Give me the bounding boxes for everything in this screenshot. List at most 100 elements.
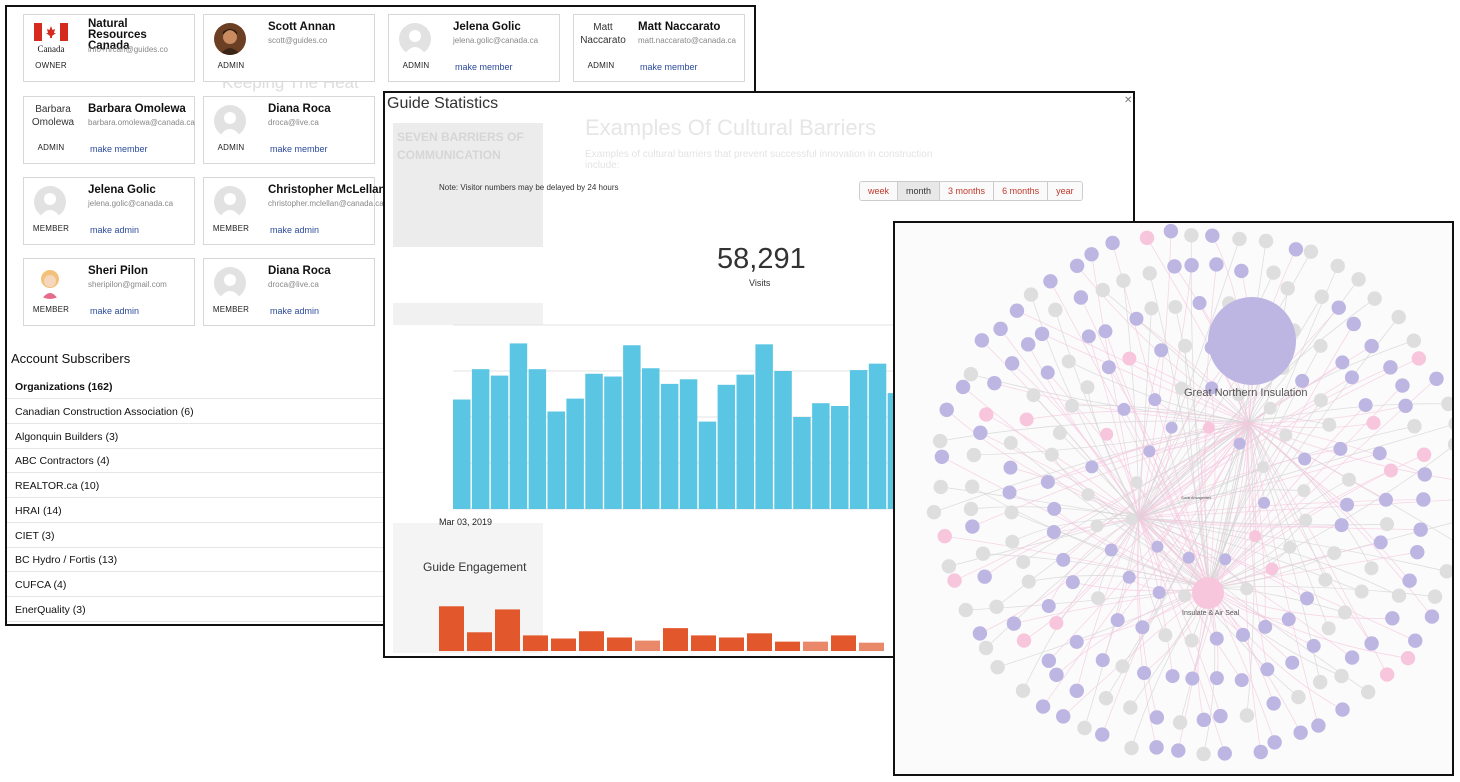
network-node[interactable]	[1257, 461, 1270, 474]
network-node[interactable]	[1312, 674, 1328, 690]
network-node[interactable]	[965, 519, 980, 534]
organization-row[interactable]: Algonquin Builders (3)	[7, 425, 387, 449]
visits-bar[interactable]	[660, 383, 679, 509]
network-node[interactable]	[1253, 744, 1268, 760]
network-node[interactable]	[1003, 460, 1018, 475]
network-node[interactable]	[926, 505, 942, 520]
network-node[interactable]	[1429, 371, 1444, 386]
network-node[interactable]	[1408, 633, 1423, 648]
visits-bar[interactable]	[868, 363, 887, 509]
network-node[interactable]	[1105, 235, 1120, 251]
network-node[interactable]	[1299, 513, 1313, 527]
network-node[interactable]	[1416, 492, 1431, 507]
network-node[interactable]	[1364, 561, 1379, 576]
network-node[interactable]	[1331, 300, 1346, 315]
network-node[interactable]	[1081, 487, 1095, 501]
network-node[interactable]	[1346, 316, 1361, 332]
network-node[interactable]	[1249, 530, 1262, 543]
network-node[interactable]	[1069, 634, 1084, 649]
visits-bar[interactable]	[755, 344, 773, 509]
network-node[interactable]	[1101, 360, 1116, 375]
network-node[interactable]	[1234, 673, 1249, 688]
network-node[interactable]	[1077, 720, 1092, 736]
network-node[interactable]	[1285, 655, 1300, 670]
network-node[interactable]	[1398, 398, 1413, 414]
network-node[interactable]	[1016, 633, 1032, 648]
network-node[interactable]	[1095, 727, 1110, 742]
network-node[interactable]	[1004, 505, 1019, 520]
network-node[interactable]	[1373, 535, 1388, 550]
network-node[interactable]	[1360, 684, 1376, 700]
network-node[interactable]	[990, 660, 1005, 675]
network-node[interactable]	[1209, 257, 1224, 272]
visits-bar[interactable]	[831, 405, 849, 509]
change-role-link[interactable]: make member	[270, 144, 328, 154]
network-node[interactable]	[1152, 586, 1166, 600]
network-node[interactable]	[1069, 258, 1085, 273]
network-node[interactable]	[1023, 287, 1039, 302]
engagement-bar[interactable]	[831, 635, 856, 651]
network-node[interactable]	[1330, 258, 1345, 274]
network-node[interactable]	[1364, 636, 1379, 651]
network-node[interactable]	[1005, 534, 1020, 549]
network-node[interactable]	[955, 379, 971, 395]
network-node[interactable]	[1110, 613, 1125, 628]
network-node[interactable]	[937, 529, 952, 544]
organization-row[interactable]: CUFCA (4)	[7, 573, 387, 597]
engagement-bar[interactable]	[551, 638, 576, 651]
visits-bar[interactable]	[623, 345, 641, 509]
network-node[interactable]	[1040, 365, 1055, 380]
network-node[interactable]	[1171, 743, 1186, 758]
network-node[interactable]	[1041, 653, 1057, 668]
network-node[interactable]	[1318, 572, 1333, 587]
network-node[interactable]	[1046, 525, 1061, 540]
network-node[interactable]	[1163, 223, 1179, 239]
network-node[interactable]	[1073, 290, 1089, 305]
network-node[interactable]	[1124, 740, 1139, 756]
network-node[interactable]	[1004, 356, 1020, 371]
network-node[interactable]	[987, 375, 1002, 391]
change-role-link[interactable]: make member	[455, 62, 513, 72]
network-node[interactable]	[1184, 258, 1199, 273]
close-icon[interactable]: ✕	[1124, 95, 1133, 106]
visits-bar[interactable]	[642, 368, 660, 509]
network-node[interactable]	[963, 501, 979, 517]
engagement-bar[interactable]	[719, 637, 744, 651]
network-node[interactable]	[1019, 412, 1034, 427]
network-node[interactable]	[1098, 324, 1113, 339]
visits-bar[interactable]	[698, 421, 717, 509]
network-node[interactable]	[1354, 584, 1369, 599]
network-node[interactable]	[1297, 484, 1311, 498]
network-node[interactable]	[1026, 388, 1041, 403]
network-node[interactable]	[1335, 355, 1350, 370]
network-node[interactable]	[1385, 611, 1400, 626]
network-node[interactable]	[958, 602, 973, 618]
network-node[interactable]	[993, 321, 1008, 337]
network-node[interactable]	[1172, 715, 1188, 730]
network-node[interactable]	[1122, 351, 1137, 366]
network-node[interactable]	[1081, 329, 1096, 344]
change-role-link[interactable]: make admin	[270, 306, 320, 316]
change-role-link[interactable]: make admin	[270, 225, 320, 235]
visits-bar[interactable]	[774, 371, 792, 509]
visits-bar[interactable]	[471, 369, 490, 509]
network-node[interactable]	[1380, 517, 1395, 532]
network-node[interactable]	[1263, 401, 1277, 415]
network-node[interactable]	[1313, 393, 1328, 408]
network-node[interactable]	[1175, 381, 1189, 395]
network-node[interactable]	[1015, 683, 1031, 698]
network-node[interactable]	[1006, 616, 1022, 631]
network-node[interactable]	[933, 479, 949, 495]
change-role-link[interactable]: make member	[640, 62, 698, 72]
network-node[interactable]	[1125, 513, 1138, 526]
network-node[interactable]	[1021, 574, 1036, 589]
network-node[interactable]	[1372, 446, 1387, 461]
network-node[interactable]	[1258, 496, 1271, 509]
network-node[interactable]	[963, 367, 979, 382]
network-node[interactable]	[977, 569, 992, 584]
engagement-bar[interactable]	[635, 640, 660, 651]
range-year-button[interactable]: year	[1048, 182, 1082, 200]
network-node[interactable]	[1002, 485, 1017, 500]
network-node[interactable]	[1034, 326, 1050, 342]
network-node[interactable]	[1085, 460, 1099, 474]
